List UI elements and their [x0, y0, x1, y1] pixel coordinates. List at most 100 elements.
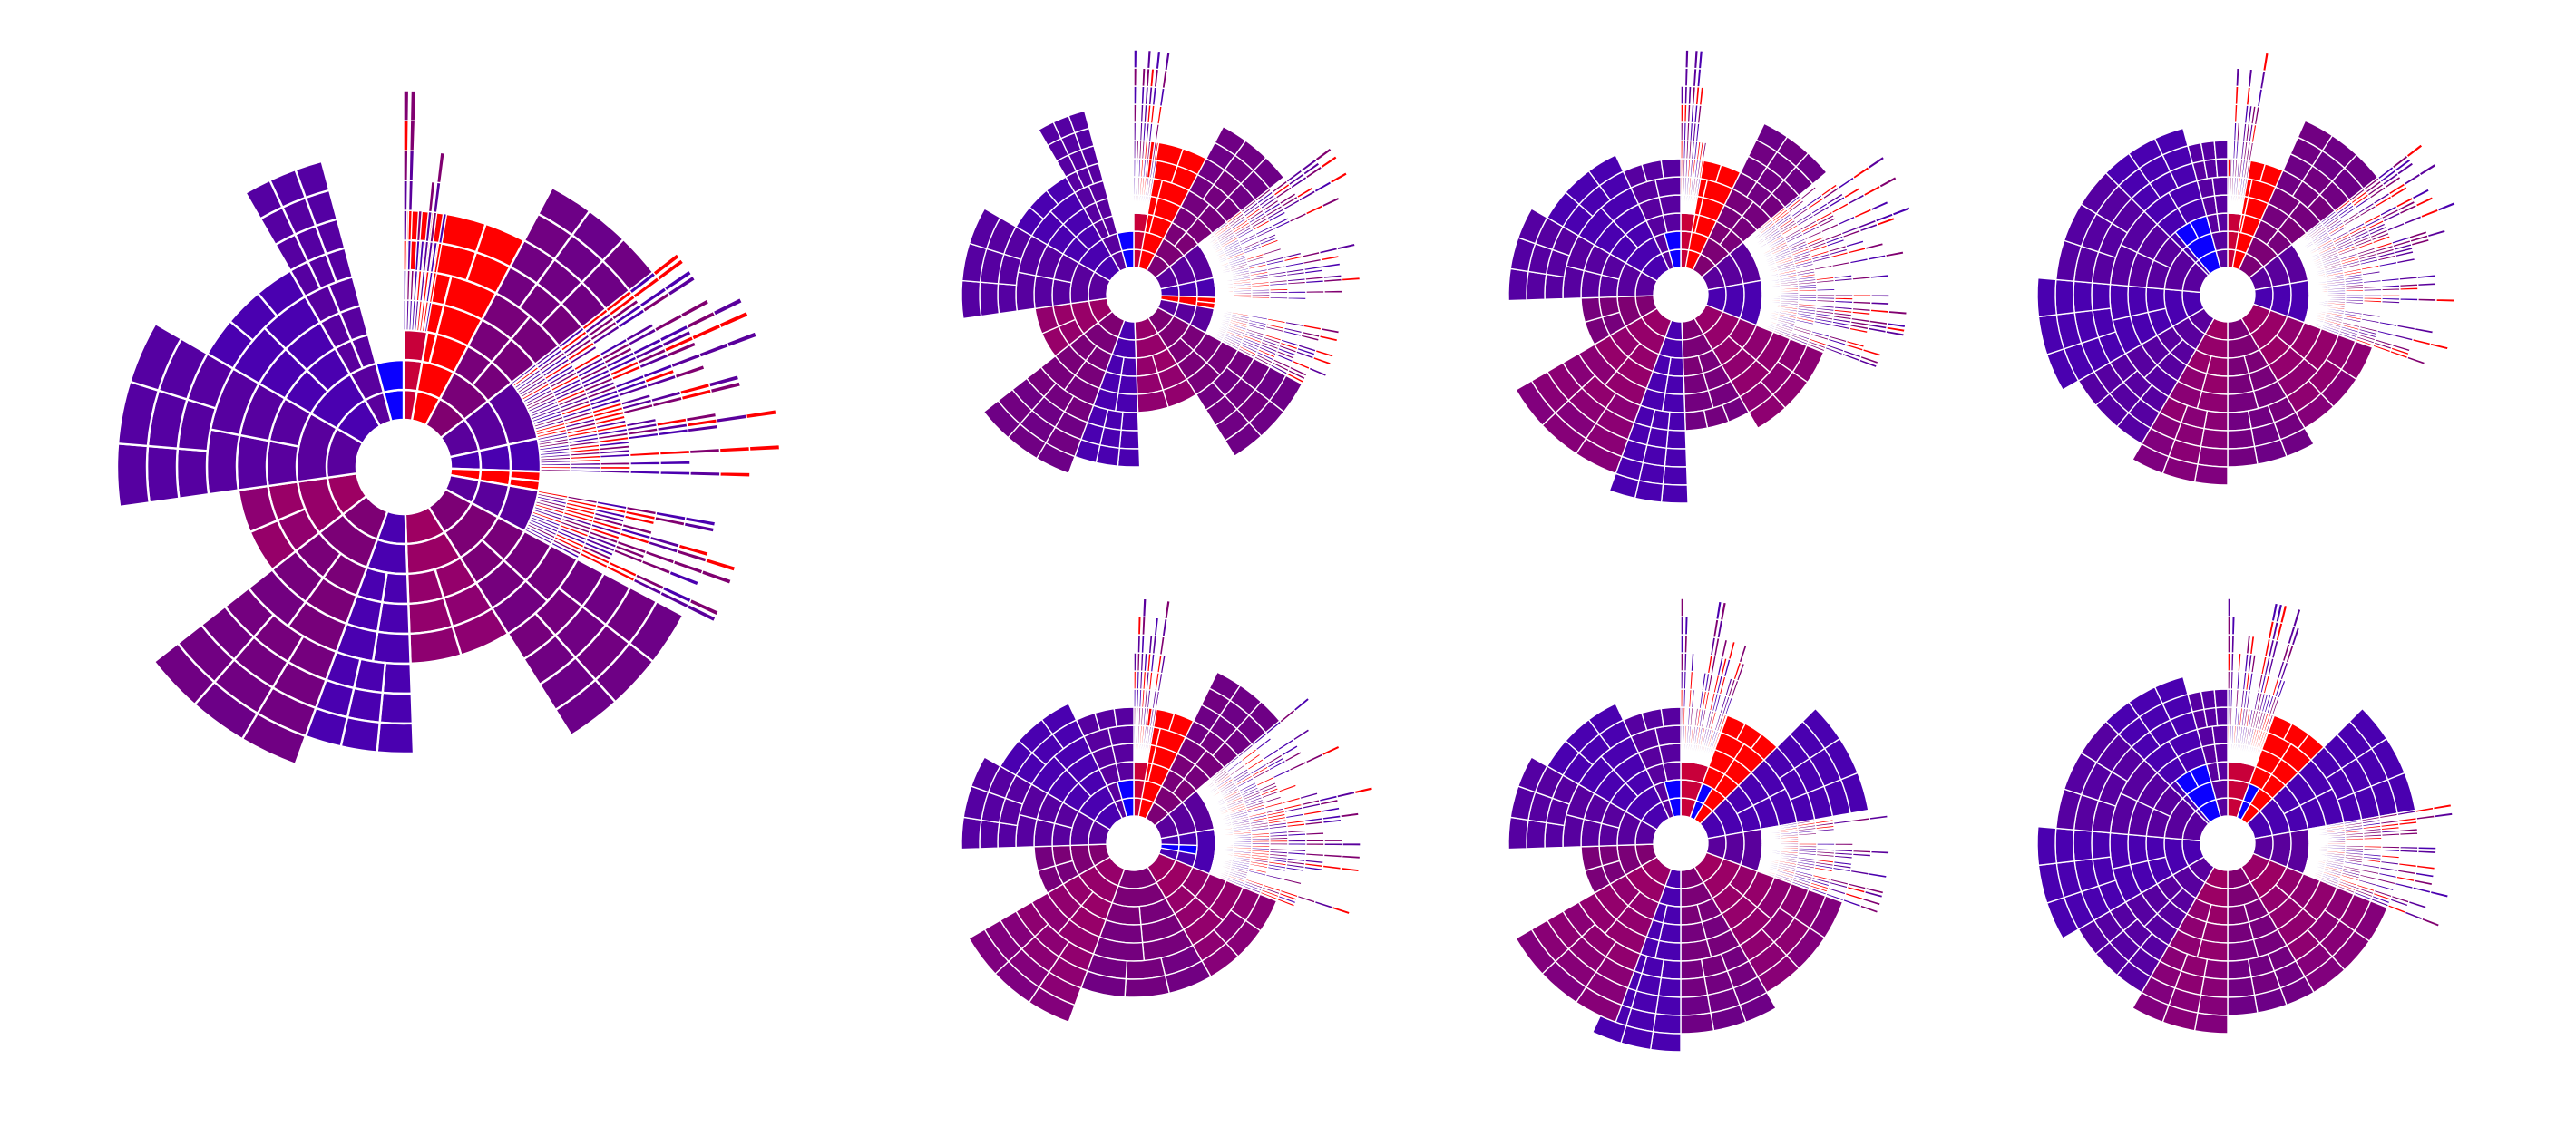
ring-segment: [1587, 702, 1625, 735]
spoke-segment: [1699, 726, 1706, 747]
spoke-segment: [1323, 289, 1343, 294]
spoke-segment: [1269, 287, 1289, 292]
spoke-segment: [2233, 103, 2239, 123]
spoke-segment: [403, 239, 408, 271]
ring-segment: [2215, 706, 2229, 727]
spoke-segment: [1264, 873, 1285, 881]
spoke-segment: [2360, 868, 2380, 876]
spoke-segment: [1680, 616, 1685, 636]
ring-segment: [2203, 706, 2219, 728]
ring-segment: [2109, 831, 2132, 870]
spoke-segment: [1682, 706, 1686, 726]
spoke-segment: [1302, 257, 1322, 266]
ring-segment: [2127, 833, 2149, 866]
ring-segment: [1657, 976, 1682, 998]
spoke-segment: [2344, 849, 2365, 854]
spoke-segment: [2363, 299, 2383, 304]
spoke-segment: [1783, 194, 1801, 210]
spoke-segment: [1249, 270, 1269, 277]
ring-segment: [1580, 845, 1604, 872]
spoke-segment: [1140, 85, 1146, 106]
spoke-segment: [2415, 864, 2436, 871]
spoke-segment: [1256, 347, 1276, 359]
spoke-segment: [2261, 52, 2270, 73]
sunburst-top-1: [961, 49, 1361, 475]
spoke-segment: [1318, 246, 1339, 255]
ring-segment: [1118, 429, 1140, 450]
spoke-segment: [2435, 297, 2455, 303]
spoke-segment: [1258, 783, 1279, 795]
ring-segment: [961, 279, 982, 320]
spoke-segment: [2247, 708, 2254, 729]
spoke-segment: [1776, 318, 1796, 326]
spoke-segment: [583, 540, 615, 558]
spoke-segment: [2407, 899, 2428, 910]
spoke-segment: [1133, 140, 1137, 160]
ring-segment: [1654, 176, 1682, 199]
spoke-segment: [2403, 214, 2423, 226]
spoke-segment: [2363, 844, 2383, 850]
spoke-segment: [1304, 831, 1325, 837]
spoke-segment: [1680, 670, 1684, 690]
ring-segment: [1515, 928, 1556, 976]
spoke-segment: [1137, 634, 1142, 654]
spoke-segment: [2411, 187, 2431, 201]
ring-segment: [1117, 779, 1135, 801]
spoke-segment: [1133, 67, 1138, 87]
spoke-segment: [2432, 802, 2453, 811]
spoke-segment: [1278, 891, 1298, 902]
spoke-segment: [2234, 85, 2239, 106]
spoke-segment: [629, 461, 661, 466]
spoke-segment: [1870, 294, 1890, 298]
ring-segment: [2211, 724, 2229, 745]
spoke-segment: [540, 462, 571, 467]
spoke-segment: [2405, 355, 2426, 366]
spoke-segment: [590, 397, 622, 411]
ring-segment: [381, 661, 413, 695]
spoke-segment: [1284, 866, 1305, 873]
ring-segment: [2242, 782, 2260, 805]
spoke-segment: [2376, 877, 2396, 886]
ring-segment: [1195, 277, 1216, 298]
spoke-segment: [2397, 820, 2418, 827]
spoke-segment: [1834, 842, 1854, 847]
ring-segment: [128, 322, 183, 393]
spoke-segment: [2328, 225, 2347, 238]
spoke-segment: [672, 559, 704, 576]
spoke-segment: [2343, 312, 2364, 318]
spoke-segment: [581, 544, 613, 561]
spoke-segment: [684, 516, 717, 528]
ring-segment: [2153, 127, 2189, 156]
spoke-segment: [1263, 247, 1283, 257]
spoke-segment: [1228, 320, 1249, 329]
spoke-segment: [594, 414, 627, 426]
spoke-segment: [1697, 50, 1704, 70]
spoke-segment: [1293, 696, 1311, 713]
spoke-segment: [1844, 891, 1865, 901]
spoke-segment: [427, 180, 436, 213]
ring-segment: [997, 283, 1019, 315]
ring-segment: [2073, 829, 2093, 862]
ring-segment: [1662, 465, 1689, 486]
ring-segment: [553, 678, 618, 737]
ring-segment: [1654, 724, 1682, 747]
ring-segment: [2227, 921, 2255, 944]
spoke-segment: [1888, 309, 1908, 316]
spoke-segment: [2340, 871, 2361, 879]
spoke-segment: [1329, 170, 1349, 185]
ring-segment: [1120, 411, 1139, 432]
spoke-segment: [2394, 157, 2412, 173]
spoke-segment: [1153, 617, 1160, 637]
ring-segment: [1508, 267, 1529, 302]
spoke-segment: [1842, 186, 1862, 199]
spoke-segment: [1233, 770, 1251, 783]
spoke-segment: [1322, 818, 1342, 825]
spoke-segment: [1154, 122, 1161, 143]
spoke-segment: [1251, 844, 1271, 849]
spoke-segment: [1285, 371, 1305, 384]
spoke-segment: [1302, 160, 1321, 177]
spoke-segment: [2398, 827, 2419, 833]
spoke-segment: [1288, 211, 1308, 224]
spoke-segment: [1696, 67, 1703, 88]
ring-segment: [1544, 273, 1566, 300]
